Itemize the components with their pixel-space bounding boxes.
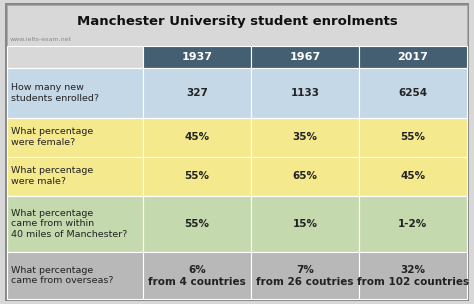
- Text: 2017: 2017: [397, 52, 428, 62]
- Text: 1967: 1967: [289, 52, 320, 62]
- Bar: [251, 68, 359, 118]
- Bar: [359, 157, 467, 195]
- Text: What percentage
were male?: What percentage were male?: [11, 166, 93, 186]
- Text: What percentage
came from within
40 miles of Manchester?: What percentage came from within 40 mile…: [11, 209, 128, 239]
- Text: Manchester University student enrolments: Manchester University student enrolments: [77, 15, 397, 28]
- Bar: [7, 68, 143, 118]
- Text: 1-2%: 1-2%: [398, 219, 428, 229]
- Bar: [143, 68, 251, 118]
- Text: 55%: 55%: [401, 132, 425, 142]
- Bar: [7, 195, 143, 252]
- Bar: [359, 252, 467, 299]
- Bar: [7, 118, 143, 157]
- Text: What percentage
came from overseas?: What percentage came from overseas?: [11, 266, 113, 285]
- Text: 45%: 45%: [184, 132, 210, 142]
- Text: 32%
from 102 countries: 32% from 102 countries: [357, 265, 469, 287]
- Text: 6%
from 4 countries: 6% from 4 countries: [148, 265, 246, 287]
- Text: 6254: 6254: [398, 88, 428, 98]
- Bar: [251, 252, 359, 299]
- Bar: [359, 195, 467, 252]
- Bar: [143, 118, 251, 157]
- Bar: [7, 252, 143, 299]
- Text: www.ielts-exam.net: www.ielts-exam.net: [9, 37, 72, 42]
- Text: 7%
from 26 coutries: 7% from 26 coutries: [256, 265, 354, 287]
- Bar: [7, 5, 467, 46]
- Bar: [359, 118, 467, 157]
- Bar: [359, 46, 467, 68]
- Bar: [143, 252, 251, 299]
- Text: 55%: 55%: [184, 171, 209, 181]
- Text: 65%: 65%: [292, 171, 317, 181]
- Bar: [251, 195, 359, 252]
- Bar: [251, 46, 359, 68]
- Text: 45%: 45%: [401, 171, 426, 181]
- Text: 1937: 1937: [181, 52, 212, 62]
- Text: 327: 327: [186, 88, 208, 98]
- Bar: [251, 157, 359, 195]
- Bar: [143, 157, 251, 195]
- Bar: [7, 46, 143, 68]
- Text: What percentage
were female?: What percentage were female?: [11, 127, 93, 147]
- Text: 55%: 55%: [184, 219, 209, 229]
- Bar: [251, 118, 359, 157]
- Text: How many new
students enrolled?: How many new students enrolled?: [11, 83, 99, 103]
- Text: 35%: 35%: [292, 132, 317, 142]
- Text: 1133: 1133: [290, 88, 319, 98]
- Bar: [143, 46, 251, 68]
- Text: 15%: 15%: [292, 219, 317, 229]
- Bar: [143, 195, 251, 252]
- Bar: [359, 68, 467, 118]
- Bar: [7, 157, 143, 195]
